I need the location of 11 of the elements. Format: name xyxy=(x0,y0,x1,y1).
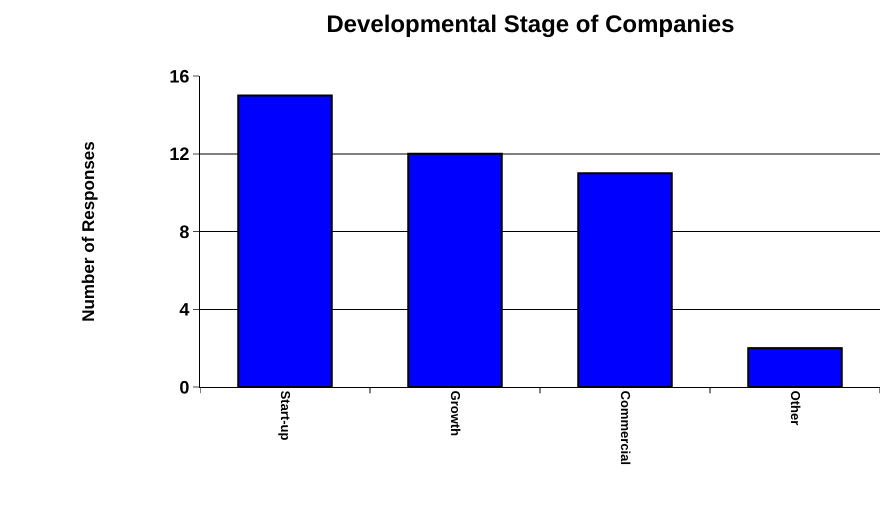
x-tick-label: Other xyxy=(788,390,803,426)
x-tick-label: Commercial xyxy=(618,390,633,466)
x-tick-label: Start-up xyxy=(278,390,293,440)
y-tick-label: 8 xyxy=(179,222,190,242)
y-tick-label: 16 xyxy=(169,66,190,86)
y-tick-label: 4 xyxy=(179,300,190,320)
x-tick-label: Growth xyxy=(448,390,463,436)
y-axis-title: Number of Responses xyxy=(78,141,98,322)
chart-title: Developmental Stage of Companies xyxy=(326,11,734,38)
y-tick-label: 0 xyxy=(179,377,190,398)
y-tick-label: 12 xyxy=(169,144,190,164)
